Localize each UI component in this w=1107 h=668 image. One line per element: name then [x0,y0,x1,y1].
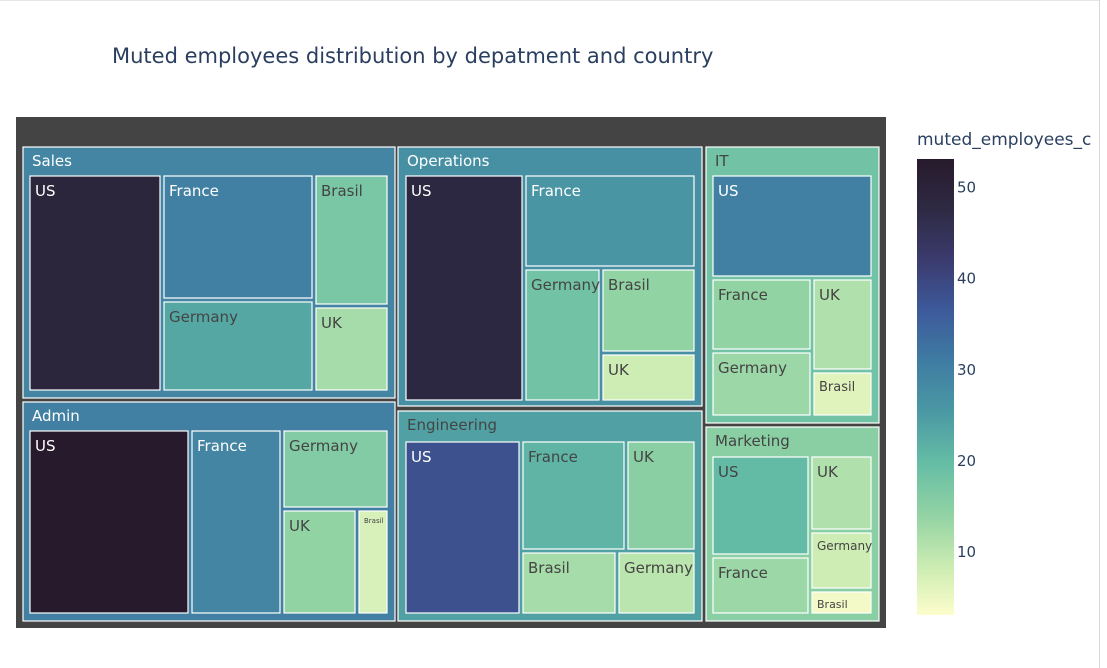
treemap-area: Sales US France Germany Brasil UK Operations US… [16,117,886,628]
leaf-label-operations-france: France [531,182,581,200]
colorbar-gradient [917,159,954,615]
leaf-label-marketing-germany: Germany [817,539,872,553]
colorbar: muted_employees_c 10 20 30 40 50 [917,130,1091,615]
leaf-label-operations-uk: UK [608,361,630,379]
leaf-tile-operations-us[interactable] [405,175,523,401]
leaf-label-sales-germany: Germany [169,308,238,326]
right-border [1099,0,1100,668]
leaf-tile-marketing-brasil[interactable] [811,591,872,614]
leaf-label-sales-us: US [35,182,56,200]
leaf-tile-it-brasil[interactable] [813,372,872,416]
leaf-label-marketing-us: US [718,463,739,481]
leaf-label-operations-us: US [411,182,432,200]
leaf-label-marketing-france: France [718,564,768,582]
dept-label-marketing: Marketing [715,432,790,450]
leaf-label-admin-us: US [35,437,56,455]
leaf-tile-admin-france[interactable] [191,430,281,614]
leaf-label-it-brasil: Brasil [819,380,855,395]
leaf-label-it-germany: Germany [718,359,787,377]
leaf-label-sales-brasil: Brasil [321,182,363,200]
leaf-tile-marketing-uk[interactable] [811,456,872,530]
leaf-tile-engineering-uk[interactable] [627,441,695,550]
leaf-tile-sales-uk[interactable] [315,307,388,391]
leaf-tile-engineering-us[interactable] [405,441,520,614]
leaf-tile-admin-germany[interactable] [283,430,388,508]
colorbar-tick-label: 20 [957,452,976,470]
leaf-label-engineering-brasil: Brasil [528,559,570,577]
top-border [0,0,1100,1]
leaf-label-admin-brasil: Brasil [364,517,384,525]
leaf-tile-admin-uk[interactable] [283,510,356,614]
leaf-label-admin-germany: Germany [289,437,358,455]
leaf-tile-sales-france[interactable] [163,175,313,299]
leaf-tile-marketing-us[interactable] [712,456,809,555]
colorbar-tick-label: 30 [957,361,976,379]
leaf-label-admin-uk: UK [289,517,311,535]
dept-label-sales: Sales [32,152,72,170]
colorbar-ticks: 10 20 30 40 50 [957,178,976,561]
leaf-label-it-us: US [718,182,739,200]
chart-title: Muted employees distribution by depatmen… [112,44,713,68]
dept-label-engineering: Engineering [407,416,497,434]
leaf-tile-it-uk[interactable] [813,279,872,370]
colorbar-title: muted_employees_c [917,130,1091,150]
leaf-label-operations-germany: Germany [531,276,600,294]
leaf-label-marketing-brasil: Brasil [817,598,848,611]
leaf-tile-marketing-germany[interactable] [811,532,872,589]
leaf-tile-it-germany[interactable] [712,352,811,416]
leaf-tile-engineering-brasil[interactable] [522,552,616,614]
dept-label-it: IT [715,152,729,170]
leaf-label-it-france: France [718,286,768,304]
leaf-label-sales-france: France [169,182,219,200]
leaf-label-sales-uk: UK [321,314,343,332]
leaf-tile-engineering-france[interactable] [522,441,625,550]
leaf-label-engineering-us: US [411,448,432,466]
leaf-tile-admin-us[interactable] [29,430,189,614]
leaf-tile-operations-brasil[interactable] [602,269,695,352]
leaf-label-marketing-uk: UK [817,463,839,481]
leaf-label-operations-brasil: Brasil [608,276,650,294]
colorbar-tick-label: 40 [957,270,976,288]
leaf-tile-sales-us[interactable] [29,175,161,391]
colorbar-tick-label: 10 [957,543,976,561]
colorbar-tick-label: 50 [957,178,976,196]
dept-label-operations: Operations [407,152,490,170]
leaf-tile-engineering-germany[interactable] [618,552,695,614]
leaf-label-engineering-uk: UK [633,448,655,466]
leaf-tile-sales-brasil[interactable] [315,175,388,305]
leaf-tile-marketing-france[interactable] [712,557,809,614]
leaf-tile-operations-germany[interactable] [525,269,600,401]
leaf-tile-operations-uk[interactable] [602,354,695,401]
leaf-tile-it-us[interactable] [712,175,872,277]
leaf-label-engineering-germany: Germany [624,559,693,577]
dept-label-admin: Admin [32,407,80,425]
leaf-tile-sales-germany[interactable] [163,301,313,391]
leaf-label-admin-france: France [197,437,247,455]
leaf-tile-it-france[interactable] [712,279,811,350]
leaf-tile-operations-france[interactable] [525,175,695,267]
leaf-label-engineering-france: France [528,448,578,466]
leaf-tile-admin-brasil[interactable] [358,510,388,614]
leaf-label-it-uk: UK [819,286,841,304]
